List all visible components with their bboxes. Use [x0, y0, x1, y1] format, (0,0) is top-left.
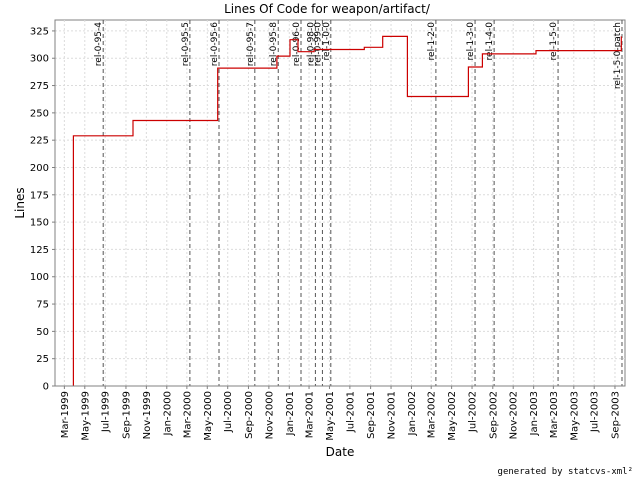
x-tick-label: May-2001	[325, 391, 336, 441]
grid-lines	[55, 20, 625, 386]
x-tick-label: May-1999	[80, 391, 91, 441]
y-tick-label: 250	[30, 108, 49, 119]
x-tick-label: Mar-2000	[182, 391, 193, 438]
y-tick-label: 325	[30, 26, 49, 37]
y-tick-label: 0	[43, 382, 49, 393]
y-tick-label: 200	[30, 163, 49, 174]
release-marker-label: rel-0-96-0	[292, 22, 302, 66]
x-tick-label: May-2003	[569, 391, 580, 441]
y-tick-label: 275	[30, 81, 49, 92]
y-tick-label: 75	[36, 300, 49, 311]
x-tick-label: Jul-1999	[101, 391, 112, 433]
y-axis: 0 25 50 75 100 125 150 175 200 225 250 275 300 325	[30, 20, 56, 393]
x-axis: Mar-1999 May-1999 Jul-1999 Sep-1999 Nov-1999…	[55, 385, 625, 441]
x-tick-label: Jul-2002	[468, 391, 479, 433]
y-axis-label: Lines	[13, 187, 27, 218]
x-tick-label: Nov-2001	[387, 391, 398, 439]
y-tick-label: 25	[36, 354, 49, 365]
loc-series-line	[72, 35, 622, 386]
x-tick-label: Jan-2000	[162, 391, 173, 436]
y-tick-label: 125	[30, 245, 49, 256]
x-tick-label: Mar-2003	[549, 391, 560, 438]
x-tick-label: Jan-2003	[529, 391, 540, 436]
x-tick-label: Jul-2001	[345, 391, 356, 433]
plot-frame	[54, 19, 626, 387]
y-tick-label: 100	[30, 272, 49, 283]
y-tick-label: 50	[36, 327, 49, 338]
release-marker-label: rel-0-95-4	[94, 22, 104, 66]
y-tick-label: 225	[30, 136, 49, 147]
y-tick-label: 300	[30, 54, 49, 65]
x-tick-label: Nov-1999	[142, 391, 153, 439]
x-tick-label: Sep-2003	[610, 391, 621, 439]
x-tick-label: Nov-2000	[264, 391, 275, 439]
release-marker-label: rel-0-95-8	[269, 22, 279, 66]
x-axis-label: Date	[326, 445, 355, 459]
release-marker-label: rel-1-5-0	[549, 22, 559, 61]
release-marker-label: rel-1-0-0	[322, 22, 332, 61]
y-tick-label: 175	[30, 190, 49, 201]
series-layer	[72, 35, 622, 386]
x-tick-label: Jan-2002	[407, 391, 418, 436]
x-tick-label: Jan-2001	[285, 391, 296, 436]
release-marker-label: rel-1-3-0	[466, 22, 476, 61]
y-tick-label: 150	[30, 218, 49, 229]
footer-credit: generated by statcvs-xml²	[498, 467, 633, 477]
release-marker-label: rel-0-99-0	[313, 22, 323, 66]
x-tick-label: Sep-2001	[366, 391, 377, 439]
x-tick-label: Jul-2003	[590, 391, 601, 433]
release-marker-label: rel-1-5-0-patch	[613, 22, 623, 89]
release-marker-label: rel-0-95-7	[246, 22, 256, 66]
x-tick-label: Sep-1999	[121, 391, 132, 439]
release-marker-label: rel-0-95-5	[181, 22, 191, 66]
release-marker-label: rel-0-95-6	[210, 22, 220, 66]
x-tick-label: Mar-1999	[60, 391, 71, 438]
chart-title: Lines Of Code for weapon/artifact/	[224, 2, 431, 16]
plot-area	[54, 19, 626, 387]
release-marker-label: rel-1-2-0	[427, 22, 437, 61]
x-tick-label: May-2002	[447, 391, 458, 441]
x-tick-label: Jul-2000	[223, 391, 234, 433]
release-marker-label: rel-0-98-0	[306, 22, 316, 66]
x-tick-label: May-2000	[203, 391, 214, 441]
x-tick-label: Mar-2001	[305, 391, 316, 438]
release-markers: rel-0-95-4 rel-0-95-5 rel-0-95-6 rel-0-95-7…	[94, 20, 623, 386]
release-marker-label: rel-1-4-0	[485, 22, 495, 61]
x-tick-label: Mar-2002	[427, 391, 438, 438]
x-tick-label: Sep-2000	[244, 391, 255, 439]
x-tick-label: Sep-2002	[488, 391, 499, 439]
x-tick-label: Nov-2002	[509, 391, 520, 439]
